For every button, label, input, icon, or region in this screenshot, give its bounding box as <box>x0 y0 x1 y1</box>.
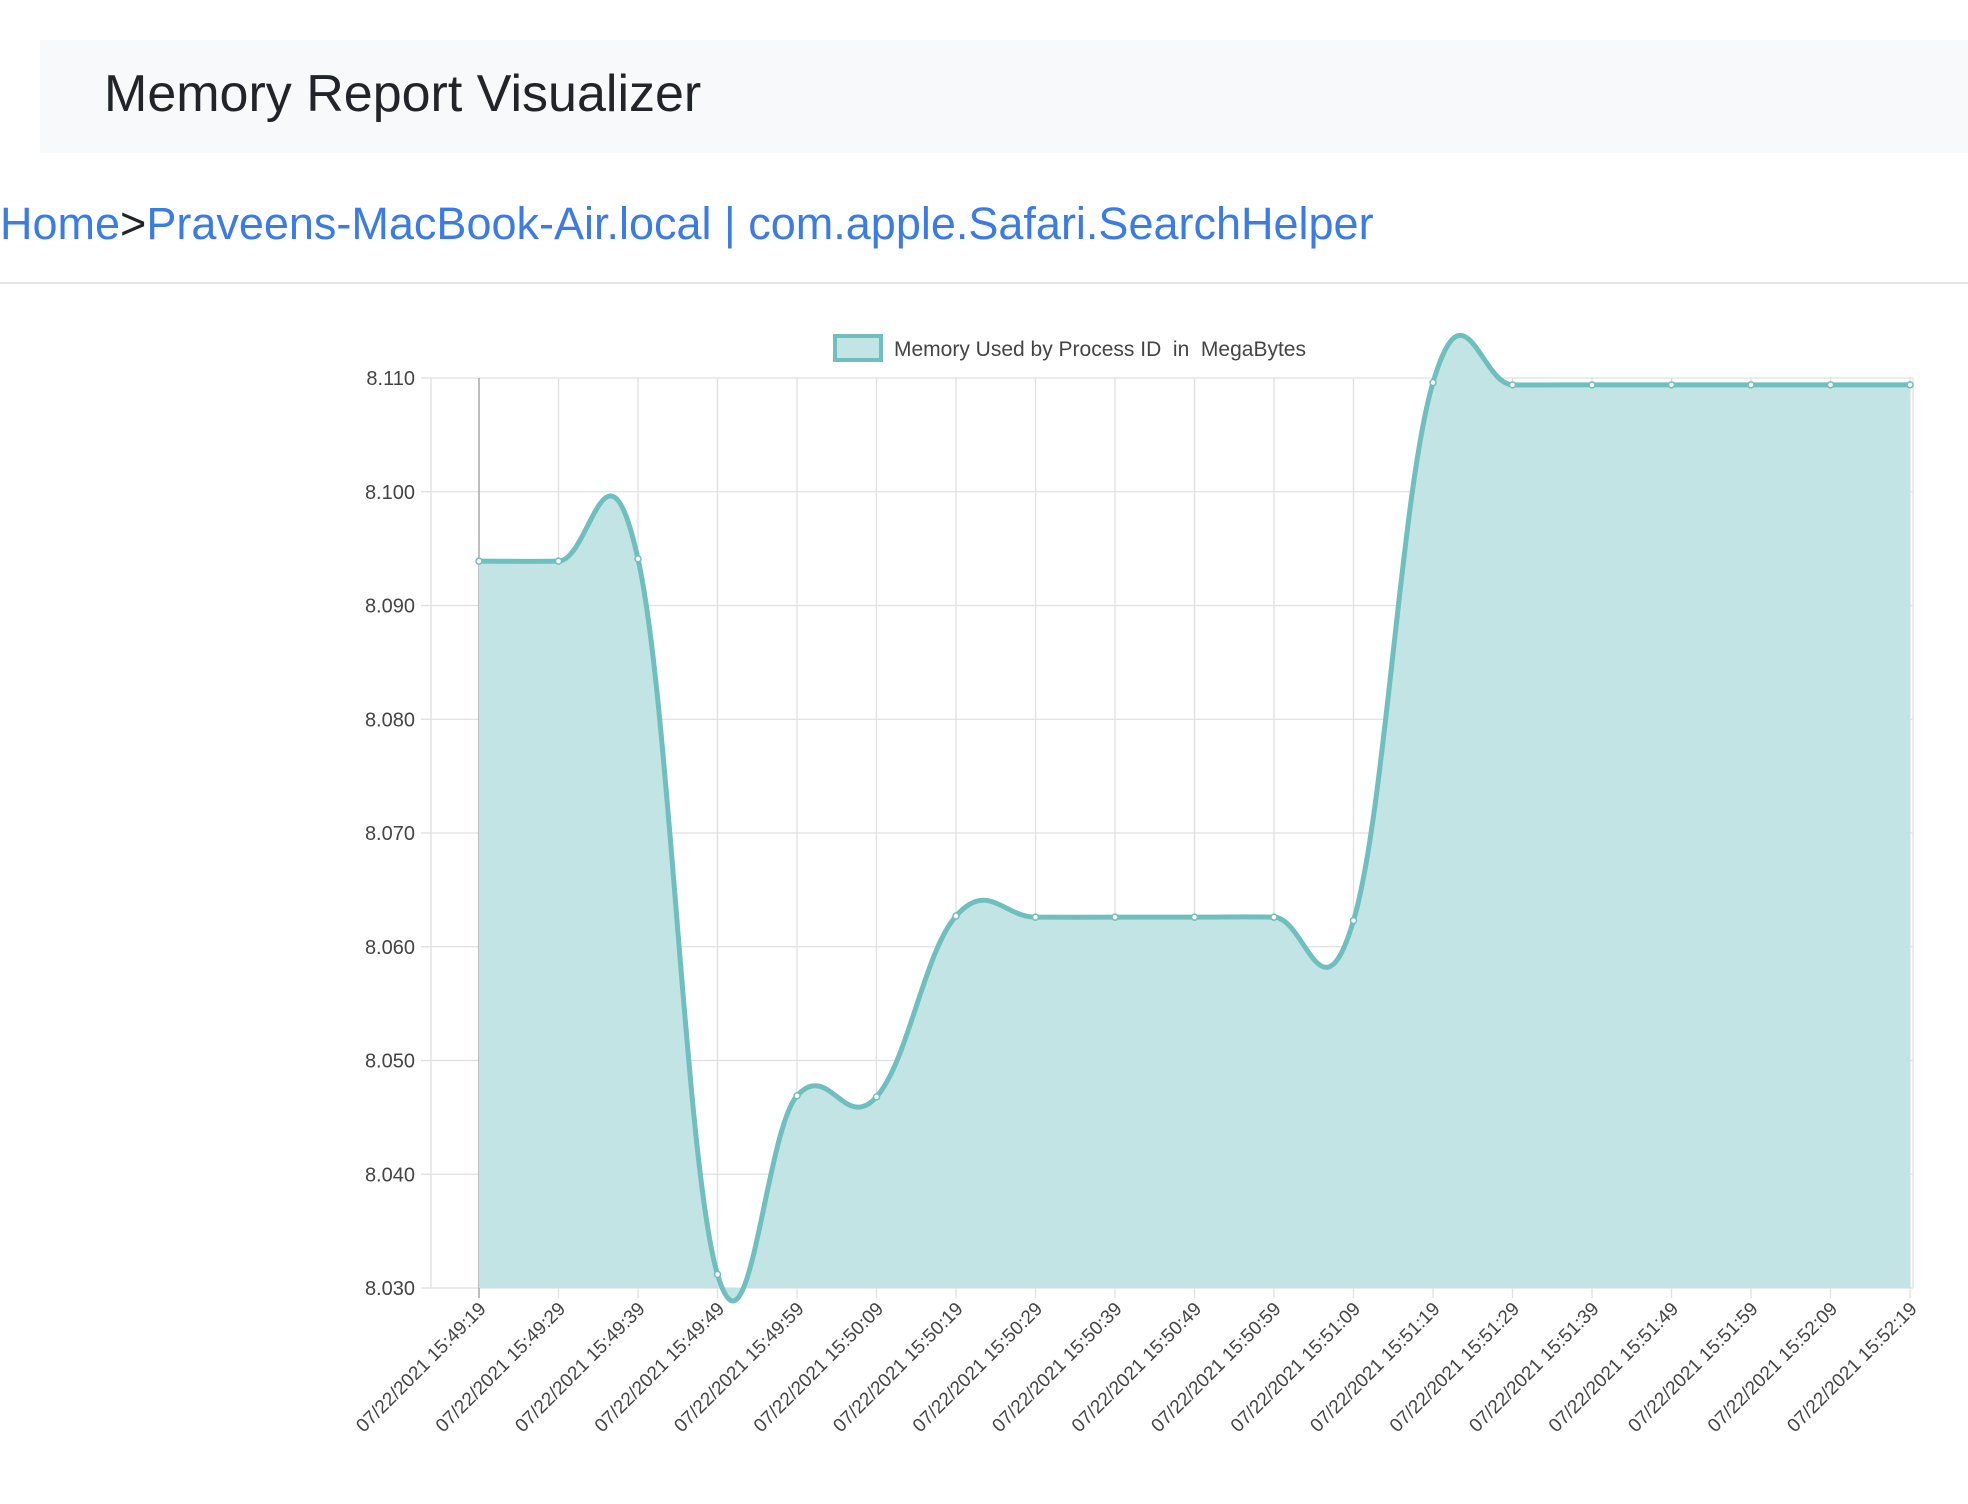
y-tick-label: 8.030 <box>365 1278 415 1300</box>
x-tick-label: 07/22/2021 15:49:29 <box>432 1299 570 1437</box>
breadcrumb-current-link[interactable]: Praveens-MacBook-Air.local | com.apple.S… <box>146 198 1374 249</box>
data-point[interactable] <box>1111 913 1119 921</box>
app-title[interactable]: Memory Report Visualizer <box>104 65 702 123</box>
x-tick-label: 07/22/2021 15:50:19 <box>829 1299 967 1437</box>
breadcrumb-separator: > <box>120 198 147 249</box>
legend-swatch <box>833 334 883 362</box>
data-point[interactable] <box>1190 913 1199 921</box>
memory-series-points <box>475 378 1914 1279</box>
x-tick-label: 07/22/2021 15:50:09 <box>750 1299 888 1437</box>
divider <box>0 282 1968 284</box>
data-point[interactable] <box>713 1270 722 1279</box>
data-point[interactable] <box>475 557 483 565</box>
data-point[interactable] <box>872 1093 881 1101</box>
data-point[interactable] <box>1906 381 1914 389</box>
y-tick-label: 8.080 <box>365 709 415 731</box>
data-point[interactable] <box>952 912 960 920</box>
y-tick-label: 8.110 <box>366 368 415 390</box>
x-tick-label: 07/22/2021 15:50:29 <box>909 1299 1047 1437</box>
x-tick-label: 07/22/2021 15:50:39 <box>988 1299 1126 1437</box>
y-tick-label: 8.070 <box>365 823 415 845</box>
x-tick-label: 07/22/2021 15:49:39 <box>511 1299 649 1437</box>
navbar: Memory Report Visualizer <box>40 40 1968 153</box>
legend-label: Memory Used by Process ID in MegaBytes <box>894 338 1306 361</box>
x-tick-label: 07/22/2021 15:51:29 <box>1386 1299 1524 1437</box>
x-tick-label: 07/22/2021 15:50:59 <box>1147 1299 1285 1437</box>
y-tick-label: 8.090 <box>365 596 415 618</box>
memory-chart: 8.110 8.100 8.090 8.080 8.070 8.060 8.050 8.040… <box>352 333 1922 1437</box>
x-tick-label: 07/22/2021 15:51:59 <box>1624 1299 1762 1437</box>
x-tick-label: 07/22/2021 15:49:59 <box>670 1299 808 1437</box>
x-tick-label: 07/22/2021 15:52:09 <box>1704 1299 1842 1437</box>
x-tick-label: 07/22/2021 15:51:19 <box>1306 1299 1444 1437</box>
y-tick-label: 8.050 <box>365 1051 415 1073</box>
data-point[interactable] <box>1349 916 1358 925</box>
data-point[interactable] <box>793 1092 801 1100</box>
breadcrumb: Home>Praveens-MacBook-Air.local | com.ap… <box>0 192 1374 256</box>
data-point[interactable] <box>1508 381 1517 389</box>
x-tick-label: 07/22/2021 15:50:49 <box>1068 1299 1206 1437</box>
x-tick-label: 07/22/2021 15:51:49 <box>1545 1299 1683 1437</box>
memory-area-fill <box>479 335 1910 1301</box>
chart-legend[interactable]: Memory Used by Process ID in MegaBytes <box>833 334 1306 362</box>
data-point[interactable] <box>1588 381 1596 389</box>
data-point[interactable] <box>554 557 563 565</box>
y-tick-label: 8.060 <box>365 937 415 959</box>
breadcrumb-home-link[interactable]: Home <box>0 198 121 249</box>
data-point[interactable] <box>634 555 642 563</box>
y-tick-label: 8.040 <box>365 1164 415 1186</box>
data-point[interactable] <box>1747 381 1755 389</box>
y-tick-label: 8.100 <box>365 482 415 504</box>
x-tick-label: 07/22/2021 15:49:49 <box>591 1299 729 1437</box>
x-tick-label: 07/22/2021 15:52:19 <box>1783 1299 1921 1437</box>
data-point[interactable] <box>1826 381 1835 389</box>
x-tick-label: 07/22/2021 15:49:19 <box>352 1299 490 1437</box>
data-point[interactable] <box>1667 381 1676 389</box>
x-tick-label: 07/22/2021 15:51:39 <box>1465 1299 1603 1437</box>
y-axis-ticks: 8.110 8.100 8.090 8.080 8.070 8.060 8.050 8.040… <box>365 368 415 1300</box>
data-point[interactable] <box>1031 913 1040 921</box>
data-point[interactable] <box>1429 378 1437 387</box>
data-point[interactable] <box>1270 913 1278 921</box>
x-tick-label: 07/22/2021 15:51:09 <box>1227 1299 1365 1437</box>
